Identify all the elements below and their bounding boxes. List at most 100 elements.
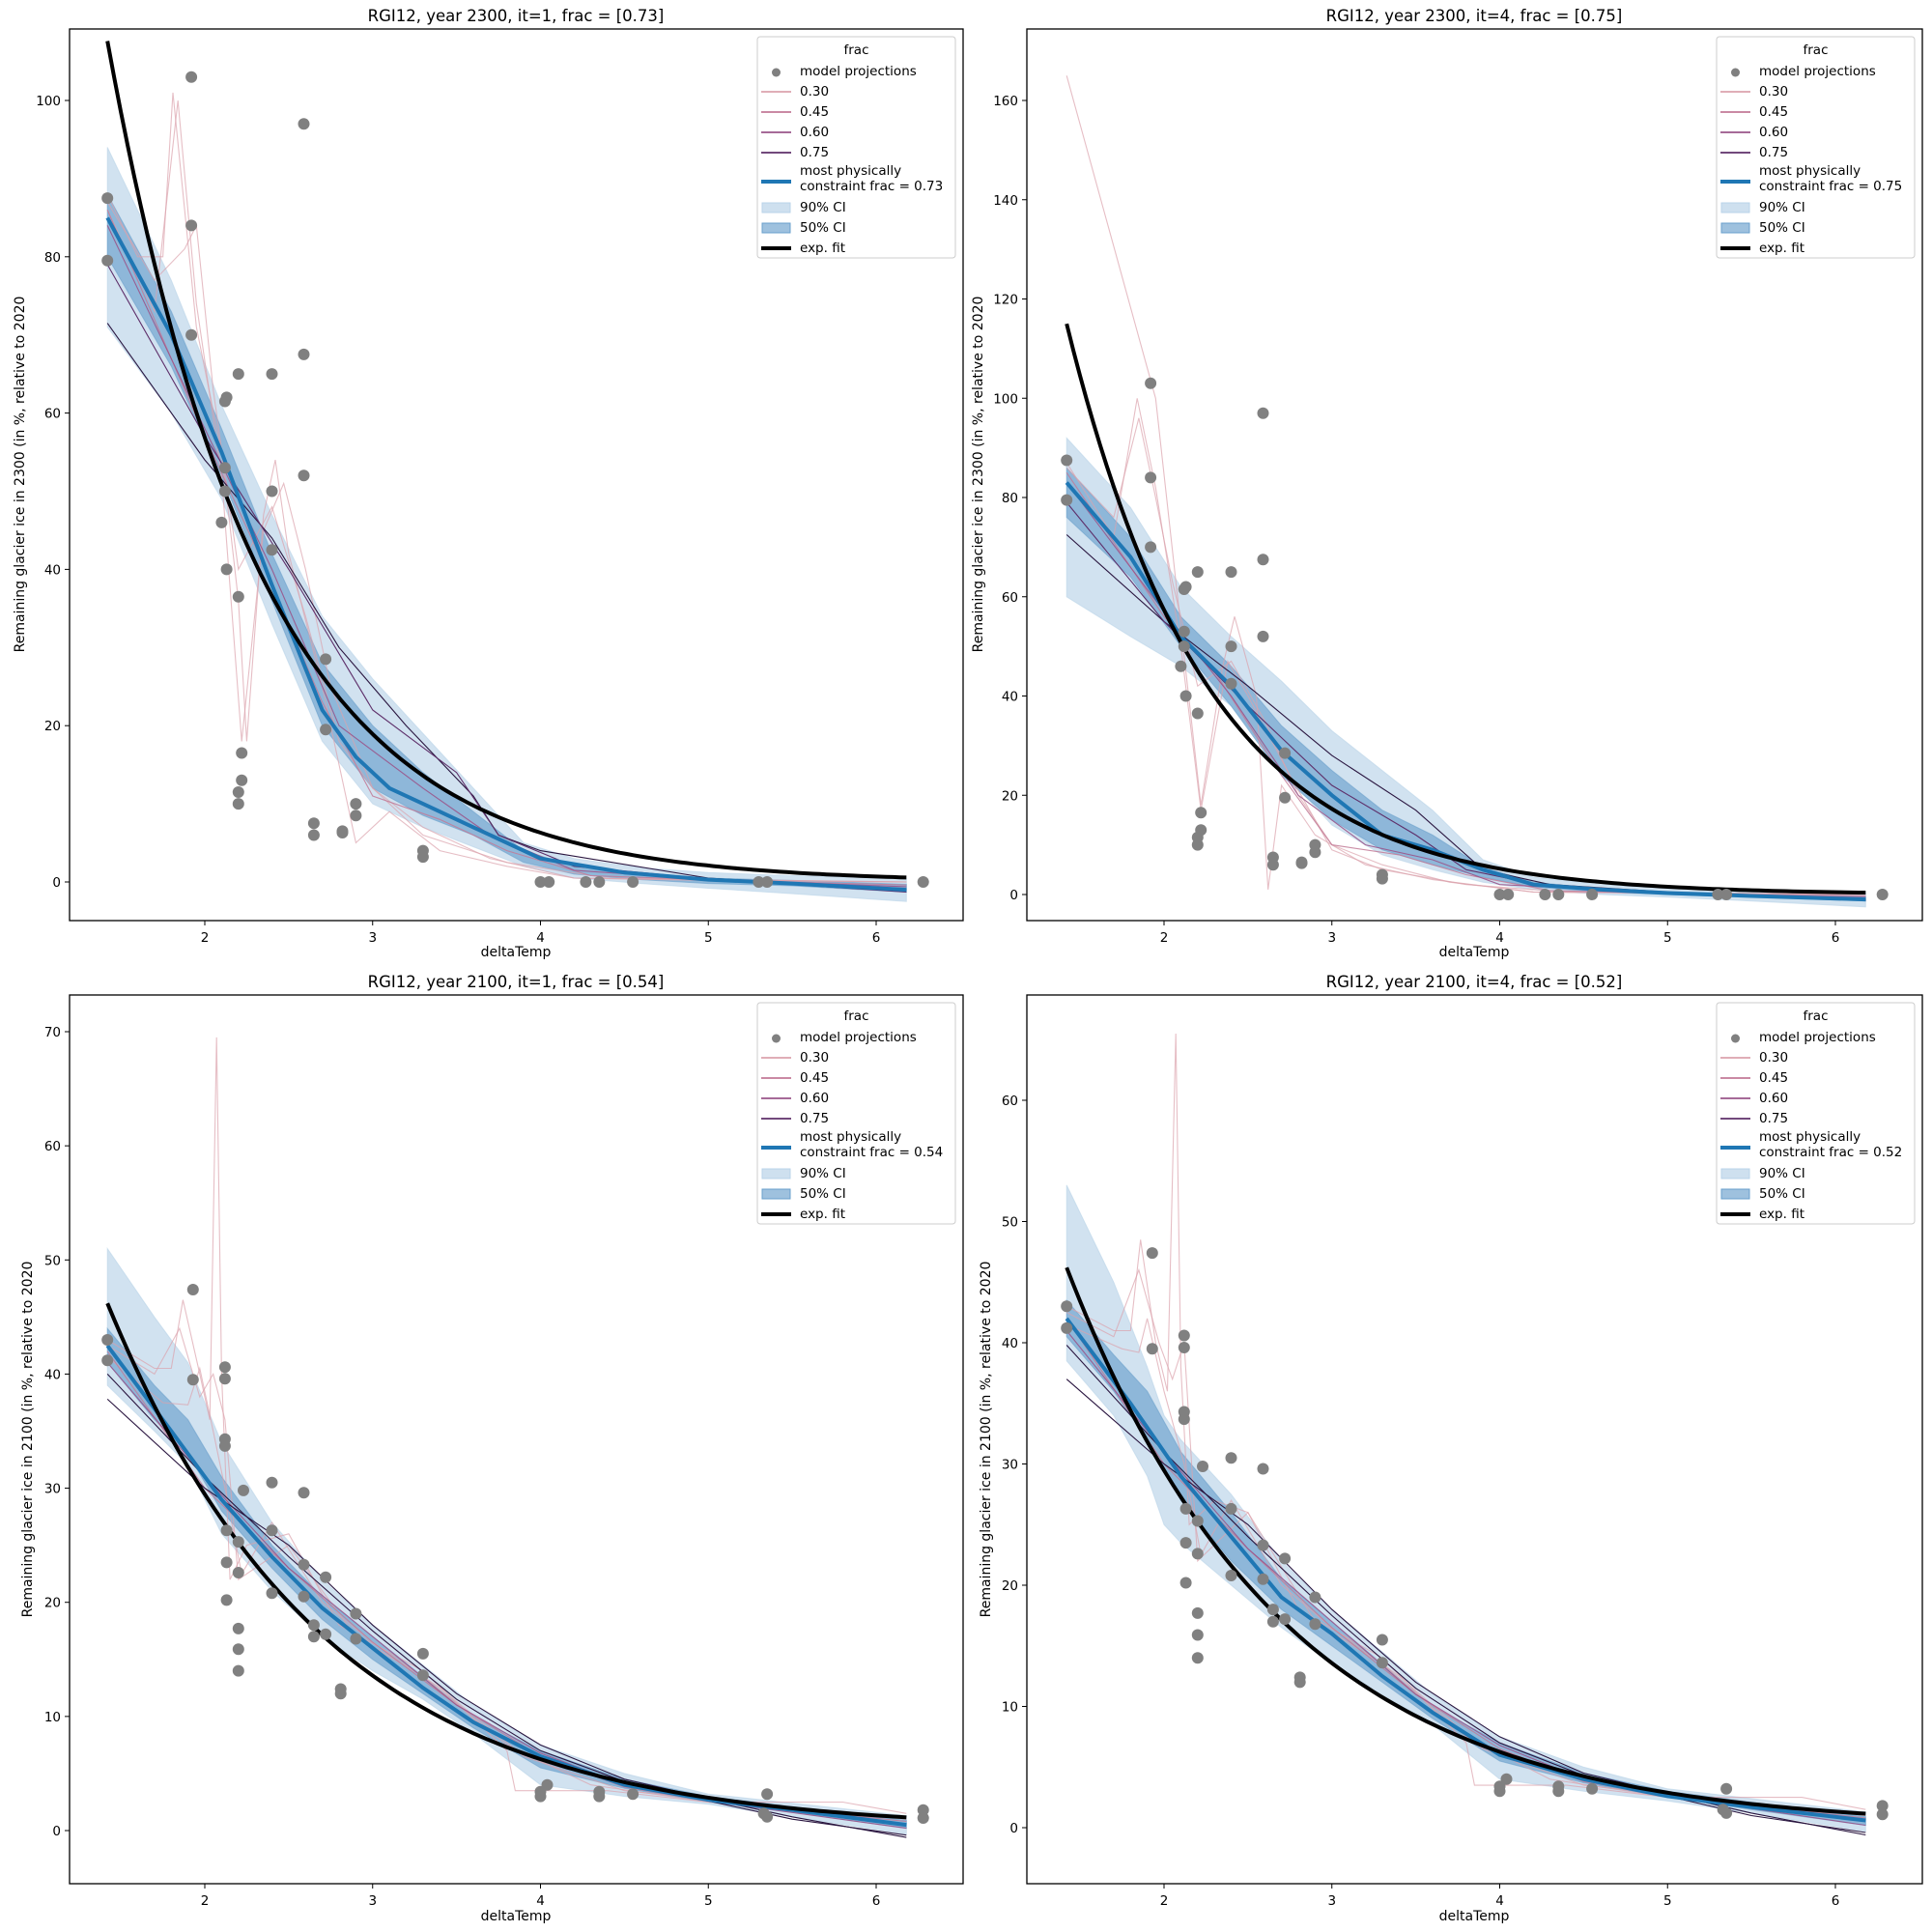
data-point <box>1539 889 1551 900</box>
data-point <box>543 876 555 888</box>
data-point <box>1061 494 1073 506</box>
data-point <box>580 876 592 888</box>
y-tick-label: 30 <box>44 1482 61 1497</box>
x-tick-label: 6 <box>872 930 881 946</box>
data-point <box>1225 1502 1237 1515</box>
frac-line-045 <box>1065 471 1866 897</box>
data-point <box>1191 707 1204 720</box>
data-point <box>1225 640 1237 653</box>
data-point <box>1179 1502 1192 1515</box>
legend-label: model projections <box>1759 64 1876 79</box>
panel-bottom-left: RGI12, year 2100, it=1, frac = [0.54] de… <box>20 973 964 1924</box>
data-point <box>1191 1629 1204 1641</box>
data-point <box>266 1476 278 1489</box>
legend-label: 50% CI <box>1759 220 1805 236</box>
data-point <box>1712 889 1724 900</box>
data-point <box>350 810 362 822</box>
y-tick-label: 40 <box>44 1367 61 1382</box>
legend-label: model projections <box>1759 1030 1876 1045</box>
data-point <box>232 786 244 798</box>
data-point <box>101 1354 114 1367</box>
data-point <box>101 1334 114 1346</box>
data-point <box>1720 1806 1733 1819</box>
data-point <box>917 1804 929 1816</box>
data-point <box>1061 1321 1073 1334</box>
y-tick-label: 160 <box>993 94 1018 109</box>
y-tick-label: 100 <box>993 391 1018 407</box>
data-point <box>1257 1573 1269 1585</box>
axes-frame <box>69 28 964 922</box>
x-tick-label: 2 <box>1160 1893 1169 1909</box>
data-point <box>186 1284 199 1295</box>
legend-label: exp. fit <box>1759 241 1804 256</box>
y-tick-label: 10 <box>1002 1700 1018 1716</box>
legend-marker-points <box>1731 68 1740 77</box>
x-tick-label: 3 <box>1327 1893 1336 1909</box>
exp-fit-line <box>1065 323 1866 895</box>
data-point <box>307 829 320 841</box>
frac-line-075 <box>106 264 907 894</box>
legend-label: 0.30 <box>800 1050 829 1065</box>
data-point <box>218 1373 231 1385</box>
data-point <box>1266 859 1279 871</box>
data-point <box>220 1524 233 1537</box>
y-tick-label: 0 <box>52 875 61 891</box>
panel-title: RGI12, year 2100, it=4, frac = [0.52] <box>1326 973 1623 991</box>
x-tick-label: 2 <box>1160 930 1169 946</box>
y-tick-label: 60 <box>44 407 61 422</box>
data-point <box>336 827 349 838</box>
data-point <box>1876 1800 1889 1812</box>
data-point <box>1720 889 1733 900</box>
ci50-band <box>1065 466 1866 902</box>
legend-patch-ci50 <box>761 1188 791 1200</box>
legend-label: model projections <box>800 64 917 79</box>
legend: frac model projections 0.30 0.45 0.60 0.75 mos… <box>1716 36 1916 259</box>
data-point <box>1376 872 1388 885</box>
data-point <box>238 1484 249 1496</box>
y-tick-label: 10 <box>44 1710 61 1725</box>
legend-label: constraint frac = 0.52 <box>1759 1145 1902 1160</box>
data-point <box>218 1361 231 1374</box>
data-point <box>1225 677 1237 690</box>
data-point <box>1552 889 1565 900</box>
data-point <box>298 1590 310 1603</box>
data-point <box>1376 1634 1388 1646</box>
data-point <box>1493 889 1506 900</box>
legend-label: 0.75 <box>1759 1111 1788 1126</box>
legend-title: frac <box>844 1009 869 1024</box>
data-point <box>1266 1615 1279 1628</box>
legend-label: exp. fit <box>800 241 845 256</box>
data-point <box>1178 640 1190 653</box>
y-tick-label: 20 <box>44 719 61 734</box>
legend-patch-ci90 <box>1720 202 1750 213</box>
legend-label: 50% CI <box>800 220 846 236</box>
y-tick-label: 20 <box>1002 788 1018 804</box>
y-tick-label: 30 <box>1002 1458 1018 1473</box>
data-point <box>1586 889 1599 900</box>
data-point <box>1257 554 1269 566</box>
data-point <box>761 1788 774 1801</box>
axes-frame <box>1026 28 1923 922</box>
data-point <box>186 1374 199 1386</box>
data-point <box>1178 1329 1190 1342</box>
data-point <box>1309 846 1321 859</box>
x-axis-label: deltaTemp <box>481 945 552 960</box>
x-tick-label: 4 <box>536 1893 545 1909</box>
legend-label: 0.45 <box>800 1070 829 1086</box>
panel-title: RGI12, year 2300, it=4, frac = [0.75] <box>1326 7 1623 25</box>
legend-label: 0.45 <box>800 104 829 120</box>
legend-patch-ci90 <box>761 202 791 213</box>
frac-line-030 <box>106 1037 907 1814</box>
data-point <box>350 1633 362 1645</box>
data-point <box>416 1669 429 1682</box>
data-point <box>236 774 248 786</box>
legend-label: 0.60 <box>800 125 829 140</box>
data-point <box>266 1524 278 1537</box>
frac-line-075 <box>106 323 907 891</box>
data-point <box>218 485 231 497</box>
data-point <box>1179 581 1192 593</box>
data-point <box>185 328 198 341</box>
data-point <box>1257 1463 1269 1475</box>
data-point <box>185 71 198 83</box>
legend-patch-ci50 <box>1720 1188 1750 1200</box>
